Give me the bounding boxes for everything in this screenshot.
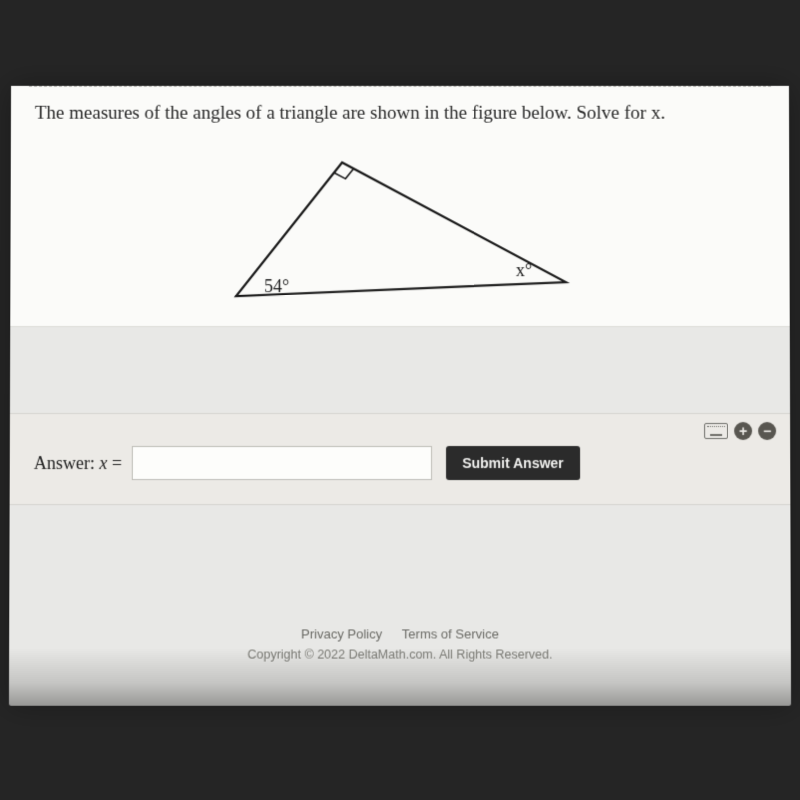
submit-answer-button[interactable]: Submit Answer xyxy=(446,446,580,480)
copyright-text: Copyright © 2022 DeltaMath.com. All Righ… xyxy=(9,648,791,662)
svg-text:x°: x° xyxy=(516,260,532,280)
answer-input[interactable] xyxy=(132,446,432,480)
privacy-link[interactable]: Privacy Policy xyxy=(301,626,382,641)
answer-label: Answer: x = xyxy=(34,453,122,474)
divider xyxy=(29,86,771,87)
toolbar: + − xyxy=(10,414,790,442)
answer-panel: + − Answer: x = Submit Answer xyxy=(10,413,791,505)
terms-link[interactable]: Terms of Service xyxy=(402,626,499,641)
zoom-in-button[interactable]: + xyxy=(734,422,752,440)
triangle-figure: 54° x° xyxy=(190,148,610,315)
keyboard-icon[interactable] xyxy=(704,423,728,439)
zoom-out-button[interactable]: − xyxy=(758,422,776,440)
footer: Privacy Policy Terms of Service Copyrigh… xyxy=(9,626,791,661)
svg-text:54°: 54° xyxy=(264,276,289,296)
question-text: The measures of the angles of a triangle… xyxy=(11,101,789,127)
app-screen: The measures of the angles of a triangle… xyxy=(9,86,791,706)
question-panel: The measures of the angles of a triangle… xyxy=(10,86,790,327)
